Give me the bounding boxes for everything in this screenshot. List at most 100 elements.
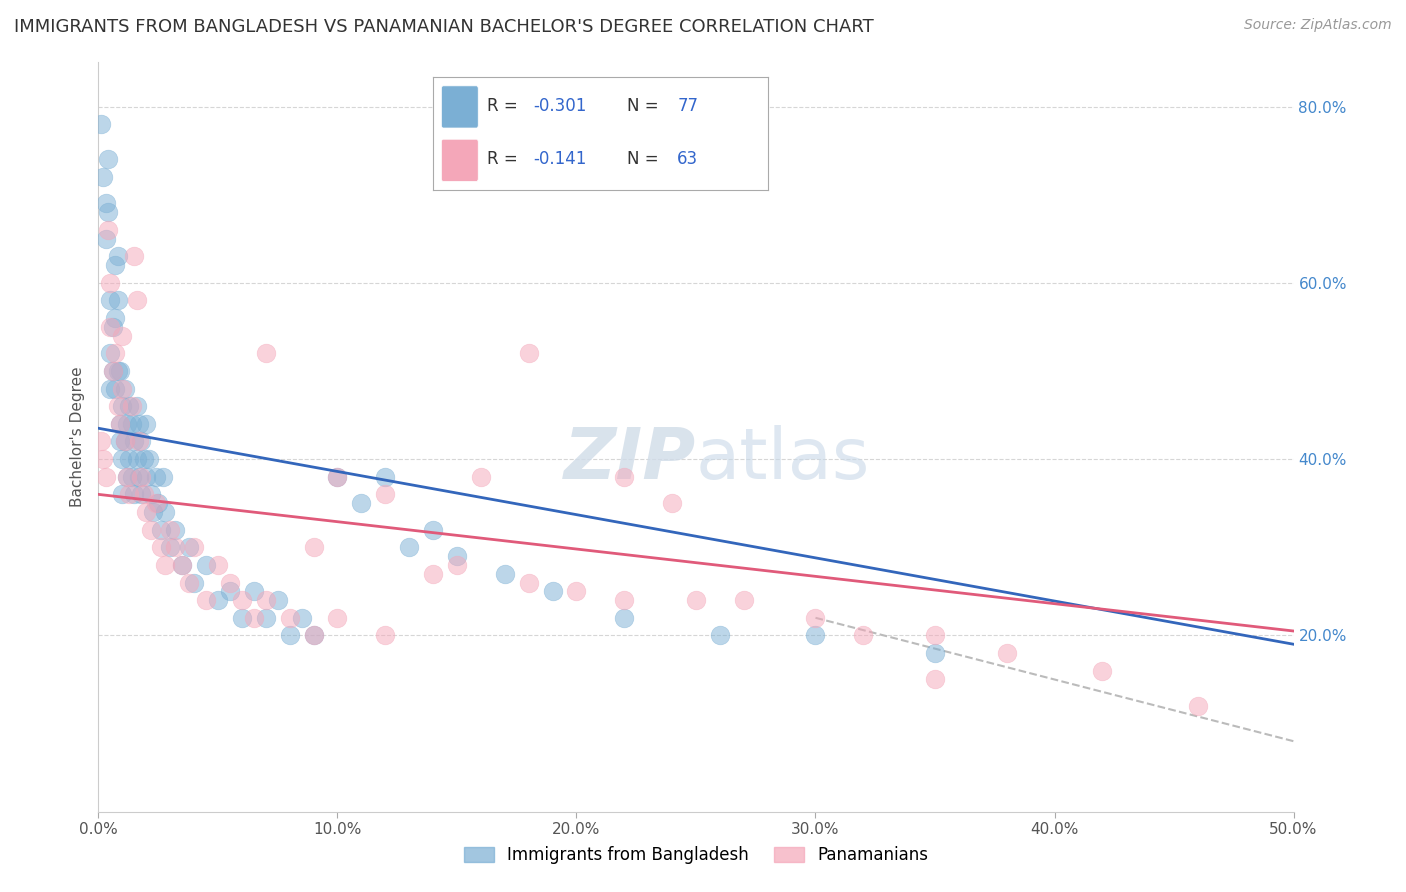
Point — [172, 558, 194, 572]
Point — [101, 364, 124, 378]
Point — [302, 628, 325, 642]
Point — [115, 417, 138, 431]
Point — [254, 611, 277, 625]
Point — [422, 523, 444, 537]
Point — [124, 434, 146, 449]
Point — [661, 496, 683, 510]
Point — [613, 611, 636, 625]
Point — [278, 628, 301, 642]
Point — [124, 249, 146, 263]
Point — [90, 434, 112, 449]
Point — [207, 593, 229, 607]
Point — [183, 541, 205, 555]
Point — [131, 487, 153, 501]
Point — [135, 505, 157, 519]
Point — [374, 487, 396, 501]
Point — [104, 258, 127, 272]
Point — [219, 575, 242, 590]
Point — [219, 584, 242, 599]
Point — [207, 558, 229, 572]
Point — [243, 611, 266, 625]
Point — [804, 628, 827, 642]
Point — [118, 487, 141, 501]
Point — [163, 541, 186, 555]
Point — [302, 628, 325, 642]
Y-axis label: Bachelor's Degree: Bachelor's Degree — [69, 367, 84, 508]
Point — [183, 575, 205, 590]
Point — [231, 593, 253, 607]
Point — [804, 611, 827, 625]
Point — [91, 169, 114, 184]
Point — [108, 434, 131, 449]
Point — [159, 541, 181, 555]
Text: ZIP: ZIP — [564, 425, 696, 494]
Point — [145, 469, 167, 483]
Point — [1187, 698, 1209, 713]
Point — [132, 487, 155, 501]
Point — [121, 399, 143, 413]
Point — [924, 646, 946, 660]
Point — [291, 611, 314, 625]
Point — [142, 505, 165, 519]
Point — [159, 523, 181, 537]
Point — [172, 558, 194, 572]
Point — [148, 496, 170, 510]
Point — [98, 293, 122, 308]
Point — [163, 523, 186, 537]
Point — [267, 593, 290, 607]
Point — [326, 469, 349, 483]
Point — [326, 469, 349, 483]
Point — [995, 646, 1018, 660]
Point — [107, 399, 129, 413]
Point — [517, 575, 540, 590]
Point — [131, 469, 153, 483]
Point — [104, 382, 127, 396]
Point — [107, 249, 129, 263]
Point — [94, 196, 117, 211]
Point — [125, 452, 148, 467]
Point — [613, 593, 636, 607]
Point — [98, 319, 122, 334]
Point — [398, 541, 420, 555]
Point — [374, 469, 396, 483]
Point — [422, 566, 444, 581]
Point — [98, 346, 122, 360]
Point — [107, 293, 129, 308]
Point — [111, 328, 134, 343]
Point — [124, 487, 146, 501]
Point — [1091, 664, 1114, 678]
Point — [132, 452, 155, 467]
Point — [326, 611, 349, 625]
Point — [118, 452, 141, 467]
Point — [302, 541, 325, 555]
Point — [114, 434, 136, 449]
Point — [111, 452, 134, 467]
Point — [231, 611, 253, 625]
Point — [125, 399, 148, 413]
Point — [115, 469, 138, 483]
Point — [114, 434, 136, 449]
Point — [128, 417, 150, 431]
Point — [118, 399, 141, 413]
Point — [924, 673, 946, 687]
Point — [111, 487, 134, 501]
Point — [115, 469, 138, 483]
Point — [446, 549, 468, 563]
Point — [108, 364, 131, 378]
Point — [541, 584, 564, 599]
Point — [114, 382, 136, 396]
Point — [709, 628, 731, 642]
Point — [139, 487, 162, 501]
Point — [494, 566, 516, 581]
Point — [685, 593, 707, 607]
Point — [128, 469, 150, 483]
Point — [149, 523, 172, 537]
Point — [254, 346, 277, 360]
Point — [155, 505, 177, 519]
Point — [145, 496, 167, 510]
Point — [278, 611, 301, 625]
Legend: Immigrants from Bangladesh, Panamanians: Immigrants from Bangladesh, Panamanians — [457, 839, 935, 871]
Point — [924, 628, 946, 642]
Text: atlas: atlas — [696, 425, 870, 494]
Point — [128, 434, 150, 449]
